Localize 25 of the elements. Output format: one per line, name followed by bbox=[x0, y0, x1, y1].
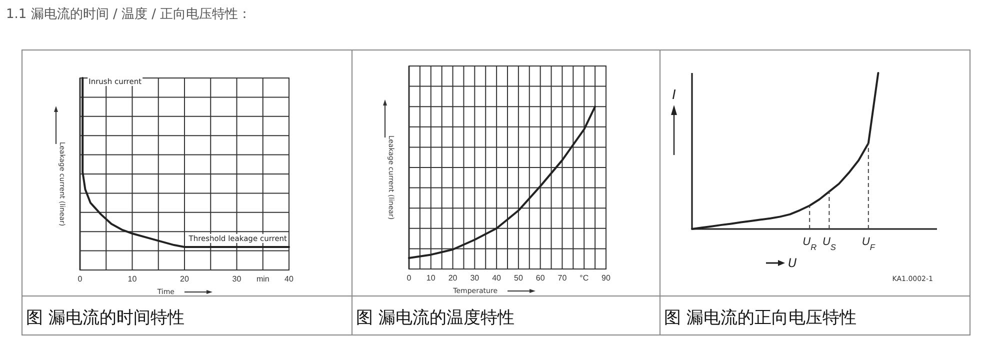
x-axis-title: U bbox=[788, 256, 797, 270]
text: 图 漏电流的温度特性 bbox=[356, 308, 514, 328]
x-tick-label: U$_{R}$ bbox=[802, 236, 817, 252]
x-tick-label: 0 bbox=[78, 274, 83, 284]
x-tick-label: 40 bbox=[492, 274, 502, 283]
text: 图 漏电流的时间特性 bbox=[26, 308, 184, 328]
chart-title: 1.1 漏电流的时间 / 温度 / 正向电压特性： bbox=[6, 6, 252, 22]
x-tick-label: 40 bbox=[284, 274, 294, 284]
x-tick-label: 90 bbox=[602, 274, 611, 283]
x-tick-label: U$_{F}$ bbox=[862, 236, 876, 252]
x-tick-label: 70 bbox=[558, 274, 568, 283]
x-tick-label: 30 bbox=[470, 274, 480, 283]
x-tick-label: 60 bbox=[536, 274, 546, 283]
x-tick-label: 20 bbox=[448, 274, 458, 283]
x-tick-label: min bbox=[256, 274, 270, 284]
y-axis-title: I bbox=[672, 88, 676, 103]
x-tick-label: 30 bbox=[232, 274, 242, 284]
x-tick-label: °C bbox=[580, 274, 589, 283]
x-tick-label: 20 bbox=[180, 274, 190, 284]
x-tick-label: U$_{S}$ bbox=[822, 236, 836, 252]
x-tick-label: 50 bbox=[514, 274, 524, 283]
text: 图 漏电流的正向电压特性 bbox=[664, 308, 856, 328]
x-tick-label: 10 bbox=[128, 274, 138, 284]
x-tick-label: 0 bbox=[406, 274, 412, 283]
x-tick-label: 10 bbox=[426, 274, 436, 283]
